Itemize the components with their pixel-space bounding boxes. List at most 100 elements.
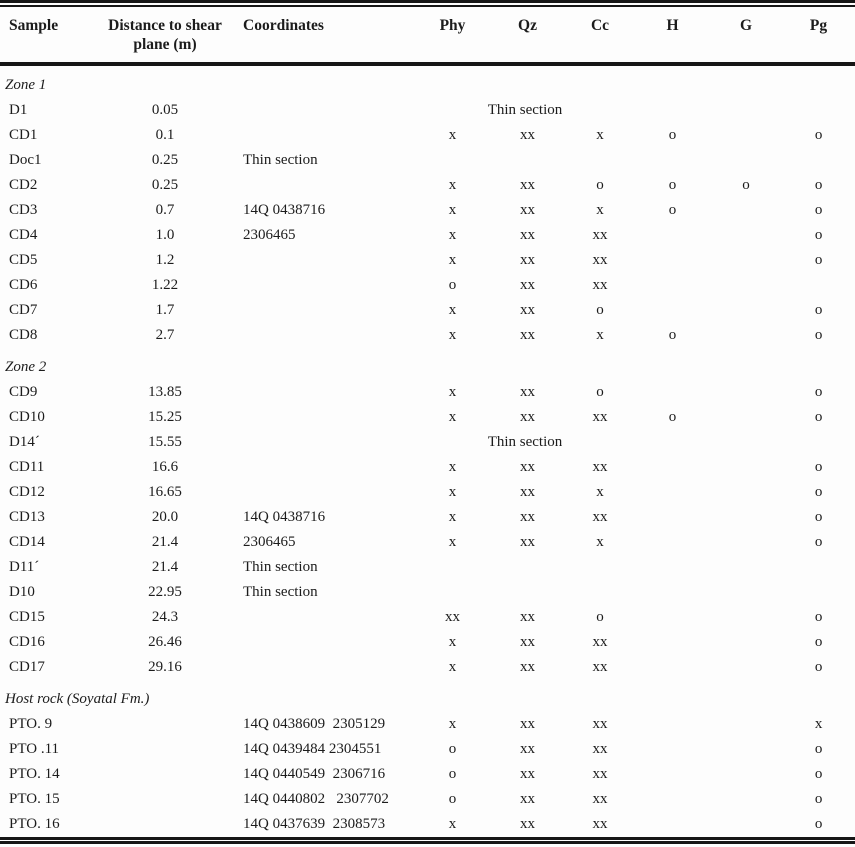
mineral-mark-cell-qz: xx	[520, 608, 535, 625]
coordinates-cell	[235, 273, 415, 298]
mineral-mark-cell-pg	[782, 148, 855, 173]
mineral-mark-cell-qz: xx	[520, 715, 535, 732]
table-body: Zone 1 D1 0.05 Thin section CD1 0.1 x xx x o o Doc1…	[0, 66, 855, 837]
mineral-mark-cell-pg: o	[814, 815, 823, 832]
mineral-mark-cell-h: o	[668, 201, 677, 218]
mineral-mark-cell-qz: xx	[520, 383, 535, 400]
mineral-mark-cell-pg: o	[814, 740, 823, 757]
coordinates-cell: Thin section	[243, 558, 318, 575]
mineral-mark-cell-qz: xx	[520, 126, 535, 143]
coordinates-cell: 14Q 0438716	[243, 201, 326, 218]
mineral-mark-cell-phy: x	[448, 815, 457, 832]
mineral-mark-cell-qz: xx	[520, 483, 535, 500]
coordinates-cell: 14Q 0439484 2304551	[243, 740, 382, 757]
table-row: CD9 13.85 x xx o o	[0, 380, 855, 405]
distance-cell: 16.6	[151, 458, 179, 475]
mineral-mark-cell-h	[635, 580, 710, 605]
mineral-mark-cell-h	[635, 505, 710, 530]
header-phy: Phy	[439, 17, 466, 34]
table-row: PTO. 14 14Q 0440549 2306716 o xx xx o	[0, 762, 855, 787]
distance-cell: 0.1	[155, 126, 175, 143]
coordinates-cell	[235, 173, 415, 198]
mineral-mark-cell-pg: o	[814, 608, 823, 625]
mineral-mark-cell-g	[710, 455, 782, 480]
mineral-mark-cell-cc: xx	[592, 633, 608, 650]
mineral-mark-cell-qz	[490, 148, 565, 173]
mineral-mark-cell-pg: o	[814, 533, 823, 550]
mineral-mark-cell-g	[710, 298, 782, 323]
mineral-mark-cell-pg: o	[814, 408, 823, 425]
mineral-mark-cell-h	[635, 530, 710, 555]
mineral-mark-cell-qz: xx	[520, 408, 535, 425]
sample-cell: D11´	[9, 558, 40, 575]
mineral-mark-cell-pg: o	[814, 458, 823, 475]
mineral-mark-cell-phy	[415, 555, 490, 580]
mineral-mark-cell-phy: x	[448, 383, 457, 400]
mineral-mark-cell-g	[710, 737, 782, 762]
sample-cell: CD3	[9, 201, 38, 218]
mineral-mark-cell-qz	[490, 555, 565, 580]
mineral-mark-cell-g	[710, 655, 782, 680]
mineral-mark-cell-phy: x	[448, 483, 457, 500]
coordinates-cell	[235, 455, 415, 480]
section-row: Zone 1	[0, 66, 855, 98]
mineral-mark-cell-qz: xx	[520, 176, 535, 193]
mineral-mark-cell-cc	[565, 148, 635, 173]
mineral-mark-cell-h	[635, 98, 710, 123]
mineral-mark-cell-phy: x	[448, 408, 457, 425]
sample-cell: PTO. 14	[9, 765, 60, 782]
coordinates-cell: 14Q 0438609 2305129	[243, 715, 386, 732]
mineral-mark-cell-cc: x	[596, 326, 604, 343]
coordinates-cell	[235, 380, 415, 405]
sample-cell: CD14	[9, 533, 45, 550]
coordinates-cell	[235, 248, 415, 273]
table-row: CD1 0.1 x xx x o o	[0, 123, 855, 148]
coordinates-cell	[235, 123, 415, 148]
mineral-mark-cell-h	[635, 655, 710, 680]
mineral-mark-cell-qz: xx	[520, 458, 535, 475]
table-row: CD17 29.16 x xx xx o	[0, 655, 855, 680]
section-label: Host rock (Soyatal Fm.)	[5, 690, 150, 707]
sample-cell: CD11	[9, 458, 45, 475]
sample-cell: CD8	[9, 326, 38, 343]
mineral-mark-cell-g	[710, 223, 782, 248]
mineral-mark-cell-pg: o	[814, 326, 823, 343]
sample-cell: CD16	[9, 633, 45, 650]
distance-cell: 20.0	[151, 508, 179, 525]
mineral-mark-cell-qz: xx	[520, 658, 535, 675]
distance-cell: 21.4	[151, 558, 179, 575]
distance-cell: 21.4	[151, 533, 179, 550]
mineral-mark-cell-h	[635, 630, 710, 655]
mineral-mark-cell-phy: x	[448, 226, 457, 243]
coordinates-cell: 14Q 0438716	[243, 508, 326, 525]
mineral-mark-cell-phy: o	[448, 790, 457, 807]
distance-cell: 24.3	[151, 608, 179, 625]
mineral-mark-cell-phy: x	[448, 326, 457, 343]
table-row: PTO. 9 14Q 0438609 2305129 x xx xx x	[0, 712, 855, 737]
coordinates-cell	[235, 605, 415, 630]
mineral-mark-cell-pg: o	[814, 126, 823, 143]
mineral-mark-cell-pg: o	[814, 483, 823, 500]
mineral-mark-cell-g: o	[742, 176, 750, 193]
mineral-mark-cell-pg	[782, 580, 855, 605]
mineral-mark-cell-pg: o	[814, 226, 823, 243]
coordinates-cell: Thin section	[243, 151, 318, 168]
mineral-mark-cell-qz: xx	[520, 226, 535, 243]
header-h: H	[666, 17, 679, 34]
mineral-mark-cell-phy: x	[448, 176, 457, 193]
sample-cell: PTO. 9	[9, 715, 53, 732]
mineral-mark-cell-cc: xx	[592, 740, 608, 757]
mineral-mark-cell-g	[710, 580, 782, 605]
mineral-mark-cell-g	[710, 98, 782, 123]
coordinates-cell	[235, 298, 415, 323]
coordinates-cell	[235, 430, 415, 455]
coordinates-cell: 14Q 0440549 2306716	[243, 765, 386, 782]
mineral-mark-cell-qz: xx	[520, 508, 535, 525]
distance-cell: 0.05	[151, 101, 179, 118]
mineral-mark-cell-cc: x	[596, 126, 604, 143]
mineral-mark-cell-h	[635, 430, 710, 455]
table-row: D10 22.95 Thin section	[0, 580, 855, 605]
table-row: CD4 1.0 2306465 x xx xx o	[0, 223, 855, 248]
mineral-mark-cell-cc: o	[596, 301, 604, 318]
